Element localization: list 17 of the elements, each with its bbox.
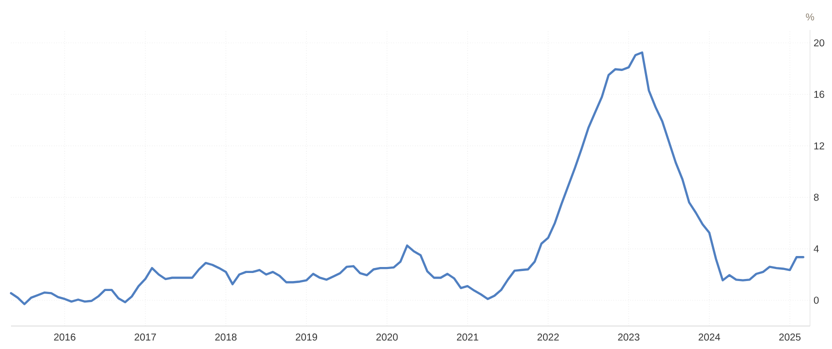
y-tick-label: 20 <box>814 39 824 46</box>
x-tick-label: 2017 <box>134 334 156 341</box>
y-tick-label: 8 <box>814 194 819 201</box>
x-tick-label: 2023 <box>618 334 640 341</box>
y-tick-label: 0 <box>814 296 819 304</box>
x-tick-label: 2024 <box>698 334 720 341</box>
x-tick-label: 2018 <box>215 334 237 341</box>
y-tick-label: 4 <box>814 245 819 252</box>
x-tick-label: 2025 <box>779 334 801 341</box>
x-tick-label: 2020 <box>376 334 398 341</box>
y-tick-label: 12 <box>814 142 824 150</box>
y-axis-title: % <box>806 13 814 20</box>
x-tick-label: 2021 <box>456 334 478 341</box>
y-tick-label: 16 <box>814 90 824 98</box>
x-tick-label: 2016 <box>54 334 76 341</box>
x-tick-label: 2019 <box>296 334 318 341</box>
x-tick-label: 2022 <box>538 334 559 341</box>
